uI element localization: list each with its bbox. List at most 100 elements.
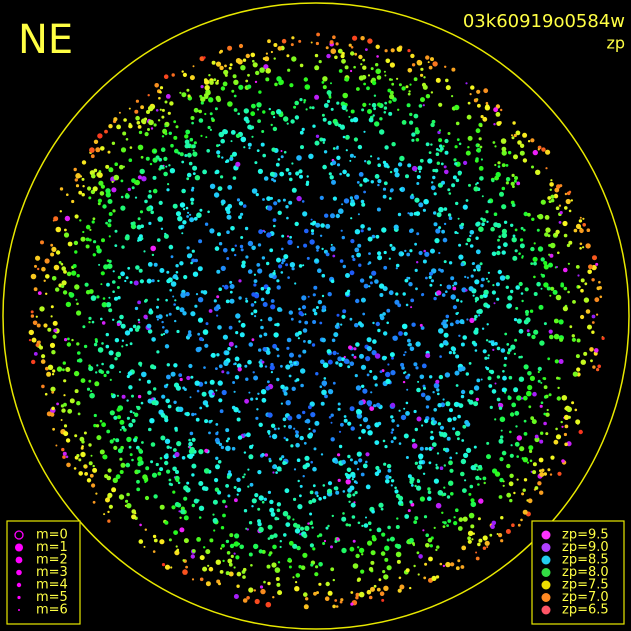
star — [524, 287, 529, 292]
star — [259, 363, 263, 368]
star — [228, 325, 233, 330]
star — [312, 466, 317, 472]
star — [475, 397, 479, 402]
star — [144, 298, 148, 302]
star — [292, 576, 295, 579]
star — [331, 514, 334, 518]
star — [51, 406, 55, 411]
star — [437, 422, 442, 426]
star — [352, 257, 356, 262]
star — [242, 567, 247, 572]
star — [334, 599, 338, 602]
star — [462, 516, 468, 522]
star — [371, 80, 377, 86]
star — [260, 588, 266, 595]
star — [352, 493, 356, 497]
star — [543, 412, 547, 416]
star — [187, 453, 194, 459]
star — [322, 164, 327, 170]
star — [513, 387, 519, 393]
star — [411, 443, 418, 449]
star — [303, 604, 309, 610]
star — [501, 150, 507, 156]
star — [510, 223, 514, 227]
star — [128, 445, 132, 449]
star — [166, 270, 170, 274]
star — [312, 293, 316, 297]
star — [454, 162, 458, 166]
star — [491, 290, 496, 295]
star — [347, 454, 351, 459]
star — [482, 535, 488, 541]
star — [541, 468, 545, 472]
star — [243, 451, 247, 454]
star — [369, 281, 373, 285]
star — [150, 210, 154, 215]
star — [216, 295, 220, 299]
star — [452, 427, 456, 431]
star — [441, 432, 448, 438]
star — [122, 165, 125, 168]
star — [526, 461, 530, 464]
star — [283, 116, 289, 122]
star — [572, 371, 578, 377]
star — [293, 497, 297, 501]
star — [248, 552, 253, 557]
star — [564, 407, 567, 410]
star — [546, 408, 549, 412]
star — [223, 69, 229, 75]
star — [51, 373, 55, 376]
star — [199, 337, 203, 341]
star — [318, 497, 322, 501]
star — [511, 523, 515, 527]
star — [293, 105, 297, 109]
star — [238, 320, 241, 323]
star — [456, 402, 461, 407]
star — [127, 187, 131, 192]
star — [314, 572, 319, 577]
star — [499, 457, 504, 462]
star — [373, 584, 377, 588]
star — [327, 359, 333, 365]
star — [275, 162, 280, 167]
star — [153, 387, 157, 391]
star — [39, 345, 43, 350]
star — [291, 56, 297, 62]
star — [442, 398, 445, 401]
star — [39, 306, 45, 312]
star — [193, 216, 198, 221]
star — [139, 168, 145, 175]
star — [468, 183, 471, 187]
star — [237, 367, 242, 372]
star — [341, 203, 344, 206]
star — [277, 590, 283, 596]
star — [234, 253, 237, 257]
star — [473, 268, 476, 272]
star — [273, 43, 278, 47]
star — [338, 444, 343, 449]
star — [50, 243, 54, 247]
star — [119, 314, 124, 320]
star — [514, 228, 518, 232]
star — [107, 492, 113, 498]
star — [204, 343, 209, 348]
star — [316, 535, 320, 538]
star — [92, 467, 98, 473]
star — [269, 435, 272, 438]
star — [545, 167, 548, 170]
star — [272, 343, 277, 349]
star — [131, 186, 135, 190]
star — [420, 97, 425, 103]
star — [276, 582, 281, 587]
star — [438, 251, 441, 255]
star — [189, 137, 194, 142]
star — [223, 360, 229, 366]
star — [543, 322, 547, 326]
star — [548, 329, 553, 334]
star — [282, 510, 289, 517]
star — [179, 261, 184, 266]
star — [131, 509, 136, 514]
star — [95, 492, 98, 495]
star — [376, 587, 381, 592]
star — [147, 390, 152, 395]
